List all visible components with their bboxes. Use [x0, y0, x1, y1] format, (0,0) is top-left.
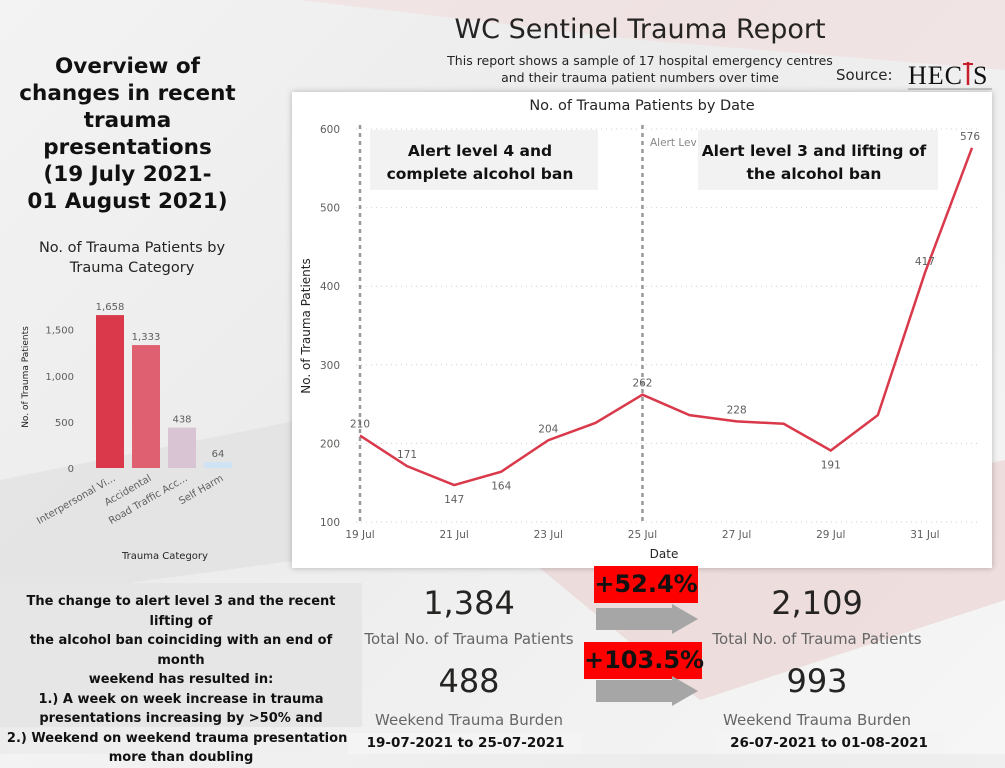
week2-period: 26-07-2021 to 01-08-2021 [714, 733, 944, 754]
bar-value-label: 438 [172, 415, 191, 426]
subtitle-line: This report shows a sample of 17 hospita… [447, 53, 833, 68]
svg-text:S: S [973, 61, 987, 90]
summary-line: more than doubling [108, 750, 254, 765]
line-y-tick-label: 500 [320, 203, 340, 215]
change-total-badge: +52.4% [594, 566, 698, 603]
summary-line: The change to alert level 3 and the rece… [26, 594, 336, 629]
line-y-tick-label: 600 [320, 124, 340, 136]
line-chart-xlabel: Date [650, 547, 679, 561]
line-data-label: 191 [821, 459, 841, 471]
bar [96, 315, 124, 468]
line-x-tick-label: 27 Jul [722, 529, 751, 541]
category-bar-chart: No. of Trauma Patients by Trauma Categor… [21, 240, 232, 562]
annotation-left-line2: complete alcohol ban [387, 165, 574, 183]
week1-total-label: Total No. of Trauma Patients [364, 630, 574, 648]
week2-total-label: Total No. of Trauma Patients [712, 630, 922, 648]
line-y-tick-label: 400 [320, 281, 340, 293]
week1-weekend-value: 488 [438, 662, 500, 700]
summary-line: 1.) A week on week increase in trauma [38, 691, 324, 707]
line-chart-ylabel: No. of Trauma Patients [299, 258, 313, 393]
summary-line: presentations increasing by >50% and [39, 711, 323, 726]
bar-chart-title-2: Trauma Category [69, 260, 195, 276]
annotation-box-left [370, 130, 598, 190]
summary-text: The change to alert level 3 and the rece… [6, 592, 356, 768]
bar-value-label: 1,658 [96, 302, 125, 313]
annotation-right-line1: Alert level 3 and lifting of [702, 142, 927, 160]
overview-heading: Overview of changes in recent trauma pre… [10, 53, 245, 215]
line-x-tick-label: 29 Jul [816, 529, 845, 541]
trauma-by-date-line-chart: No. of Trauma Patients by Date 100 200 300… [299, 98, 980, 561]
bar-y-tick-label: 1,500 [45, 326, 74, 337]
week1-total-value: 1,384 [423, 584, 515, 622]
bar-y-tick-label: 0 [68, 464, 74, 475]
line-y-tick-label: 100 [320, 517, 340, 529]
bar-value-label: 64 [212, 449, 225, 460]
hectis-logo-mark: HEC S [908, 61, 992, 90]
week2-weekend-label: Weekend Trauma Burden [723, 711, 911, 729]
bar-y-tick-label: 1,000 [45, 372, 74, 383]
overview-line: changes in recent [19, 81, 236, 106]
line-x-tick-label: 21 Jul [439, 529, 468, 541]
line-x-tick-label: 23 Jul [534, 529, 563, 541]
summary-box [0, 583, 362, 727]
line-chart-title: No. of Trauma Patients by Date [529, 98, 754, 114]
line-y-tick-label: 200 [320, 438, 340, 450]
line-data-label: 147 [444, 494, 464, 506]
bar-chart-xlabel: Trauma Category [121, 551, 208, 562]
source-label: Source: [836, 66, 893, 84]
page-title: WC Sentinel Trauma Report [454, 14, 826, 45]
bar [168, 427, 196, 468]
week1-weekend-label: Weekend Trauma Burden [375, 711, 563, 729]
bar [204, 462, 232, 468]
line-x-tick-label: 19 Jul [345, 529, 374, 541]
week1-period: 19-07-2021 to 25-07-2021 [348, 733, 583, 754]
line-data-label: 228 [727, 404, 747, 416]
line-data-label: 171 [397, 449, 417, 461]
line-data-label: 204 [538, 423, 558, 435]
summary-line: weekend has resulted in: [88, 672, 274, 687]
week2-weekend-value: 993 [786, 662, 848, 700]
arrow-right-icon [596, 676, 698, 706]
hectis-logo: HEC S [908, 60, 992, 92]
summary-line: 2.) Weekend on weekend trauma presentati… [6, 730, 356, 746]
trauma-series-line [359, 147, 974, 487]
overview-line: 01 August 2021) [27, 189, 228, 214]
overview-line: trauma [83, 108, 172, 133]
annotation-right-line2: the alcohol ban [747, 165, 882, 183]
bar-y-tick-label: 500 [55, 418, 74, 429]
line-data-label: 576 [960, 131, 980, 143]
line-chart-panel: No. of Trauma Patients by Date 100 200 300… [292, 92, 992, 568]
overview-line: presentations [43, 135, 212, 160]
line-x-tick-label: 25 Jul [628, 529, 657, 541]
annotation-left-line1: Alert level 4 and [408, 142, 552, 160]
annotation-box-right [698, 130, 938, 190]
overview-line: (19 July 2021- [43, 162, 212, 187]
line-data-label: 210 [350, 419, 370, 431]
bar-chart-ylabel: No. of Trauma Patients [21, 326, 31, 428]
arrow-right-icon [596, 604, 698, 634]
change-weekend-badge: +103.5% [584, 642, 704, 679]
week2-total-value: 2,109 [771, 584, 863, 622]
line-data-label: 164 [491, 481, 511, 493]
summary-line: the alcohol ban coinciding with an end o… [29, 633, 333, 668]
page-subtitle: This report shows a sample of 17 hospita… [440, 52, 840, 86]
bar-chart-title: No. of Trauma Patients by [39, 240, 226, 256]
bar-value-label: 1,333 [132, 332, 161, 343]
svg-text:HEC: HEC [908, 61, 963, 90]
line-y-tick-label: 300 [320, 360, 340, 372]
subtitle-line: and their trauma patient numbers over ti… [501, 70, 779, 85]
bar [132, 345, 160, 468]
line-data-label: 417 [915, 256, 935, 268]
line-data-label: 262 [632, 378, 652, 390]
line-x-tick-label: 31 Jul [910, 529, 939, 541]
overview-line: Overview of [55, 54, 200, 79]
annotation-alert-lev: Alert Lev [650, 137, 697, 149]
